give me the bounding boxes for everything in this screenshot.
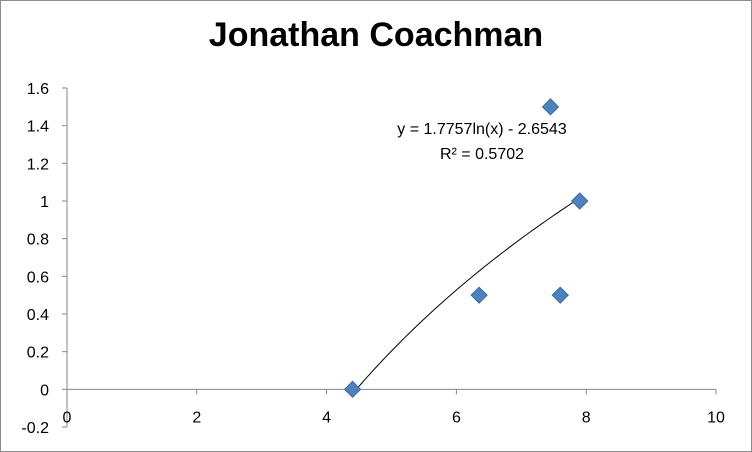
- y-tick-label: -0.2: [21, 420, 49, 437]
- data-point[interactable]: [551, 286, 569, 304]
- y-tick-label: 1.6: [27, 81, 49, 98]
- y-tick-label: 0.2: [27, 345, 49, 362]
- data-point[interactable]: [571, 192, 589, 210]
- x-tick-label: 0: [63, 409, 72, 426]
- y-tick-label: 0.8: [27, 232, 49, 249]
- x-tick-label: 8: [582, 409, 591, 426]
- y-tick-label: 1: [40, 194, 49, 211]
- trendline-equation: y = 1.7757ln(x) - 2.6543: [397, 121, 567, 138]
- y-tick-label: 0: [40, 382, 49, 399]
- y-tick-label: 1.4: [27, 119, 49, 136]
- trendline-r-squared: R² = 0.5702: [440, 146, 524, 163]
- data-point[interactable]: [470, 286, 488, 304]
- x-tick-label: 6: [452, 409, 461, 426]
- y-tick-label: 0.6: [27, 269, 49, 286]
- y-tick-label: 1.2: [27, 156, 49, 173]
- y-tick-label: 0.4: [27, 307, 49, 324]
- trendline: [352, 197, 580, 395]
- x-tick-label: 10: [707, 409, 725, 426]
- x-tick-label: 2: [192, 409, 201, 426]
- data-point[interactable]: [343, 380, 362, 399]
- chart-title: Jonathan Coachman: [208, 16, 544, 54]
- data-point[interactable]: [541, 98, 560, 116]
- x-tick-label: 4: [322, 409, 331, 426]
